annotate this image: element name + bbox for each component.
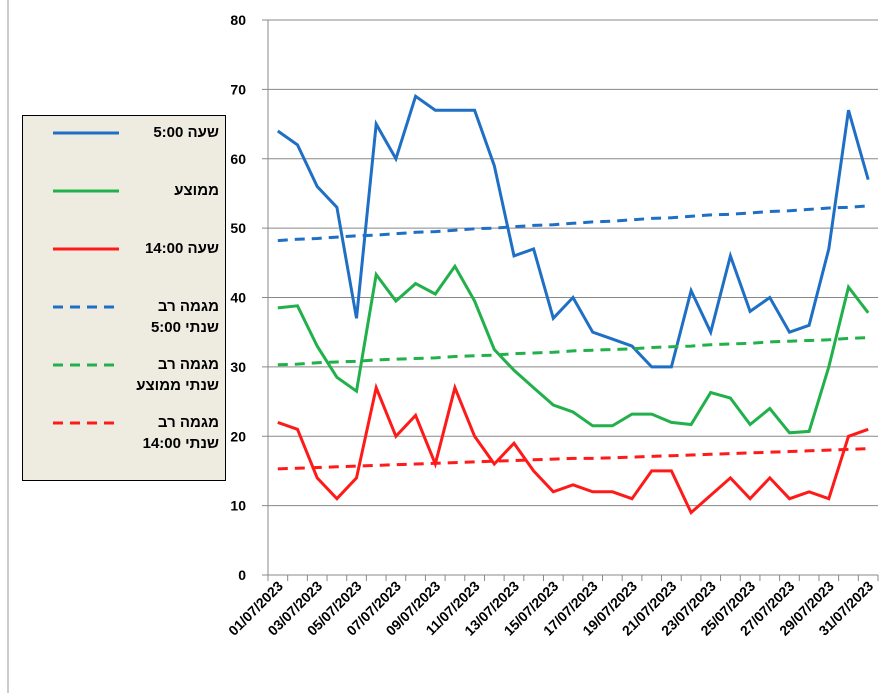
legend-entry: שעה 5:00 <box>29 122 219 180</box>
y-tick-label: 20 <box>230 428 246 444</box>
trend-line <box>277 204 869 243</box>
legend-entry: מגמה רב שנתי ממוצע <box>29 354 219 412</box>
y-tick-label: 0 <box>238 567 246 583</box>
legend-entry: ממוצע <box>29 180 219 238</box>
legend-entry: שעה 14:00 <box>29 238 219 296</box>
legend-swatch <box>53 189 119 193</box>
legend-label: מגמה רב שנתי 5:00 <box>150 298 219 336</box>
y-tick-label: 70 <box>230 81 246 97</box>
legend-swatch <box>53 363 119 367</box>
legend-swatch <box>53 131 119 135</box>
legend-entry: מגמה רב שנתי 5:00 <box>29 296 219 354</box>
trend-line <box>277 447 869 471</box>
legend-swatch <box>53 305 119 309</box>
series-line <box>276 93 870 369</box>
legend-entry: מגמה רב שנתי 14:00 <box>29 412 219 470</box>
y-tick-label: 40 <box>230 290 246 306</box>
legend-swatch <box>53 421 119 425</box>
series-line <box>277 382 869 516</box>
y-tick-label: 30 <box>230 359 246 375</box>
y-tick-label: 60 <box>230 151 246 167</box>
legend-label: מגמה רב שנתי 14:00 <box>142 414 219 452</box>
y-tick-label: 50 <box>230 220 246 236</box>
trend-line <box>277 336 869 367</box>
series-line <box>277 263 870 435</box>
y-tick-label: 80 <box>230 12 246 28</box>
legend-label: ממוצע <box>174 182 219 199</box>
legend-label: מגמה רב שנתי ממוצע <box>136 356 219 394</box>
legend: שעה 5:00 ממוצע שעה 14:00 מגמה רב שנתי 5:00 מ… <box>22 115 226 481</box>
legend-label: שעה 5:00 <box>153 124 219 141</box>
y-tick-label: 10 <box>230 498 246 514</box>
legend-swatch <box>53 247 119 251</box>
legend-label: שעה 14:00 <box>144 240 219 257</box>
